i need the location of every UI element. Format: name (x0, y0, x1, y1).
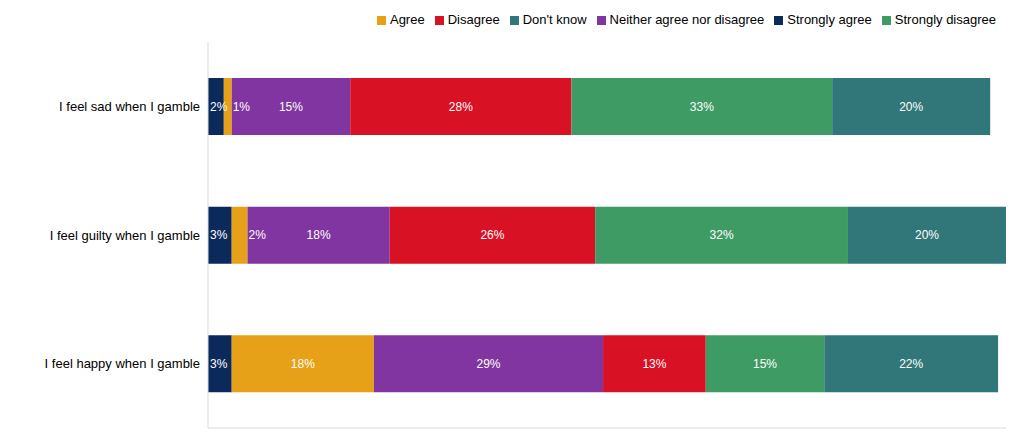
svg-text:15%: 15% (279, 100, 303, 114)
svg-text:I feel happy when I gamble: I feel happy when I gamble (45, 356, 200, 371)
svg-text:28%: 28% (449, 100, 473, 114)
html-text:Strongly agree: Strongly agree (787, 12, 872, 27)
svg-text:I feel guilty when I gamble: I feel guilty when I gamble (50, 228, 200, 243)
svg-text:20%: 20% (899, 100, 923, 114)
svg-text:15%: 15% (753, 357, 777, 371)
svg-text:2%: 2% (210, 100, 228, 114)
svg-text:29%: 29% (476, 357, 500, 371)
html-text:Disagree: Disagree (447, 12, 500, 27)
svg-text:I feel sad when I gamble: I feel sad when I gamble (59, 99, 200, 114)
svg-text:2%: 2% (249, 228, 267, 242)
html-text:Agree: Agree (390, 12, 425, 27)
html-text:Neither agree nor disagree: Neither agree nor disagree (609, 12, 765, 27)
svg-text:18%: 18% (307, 228, 331, 242)
svg-text:3%: 3% (210, 228, 228, 242)
svg-text:18%: 18% (291, 357, 315, 371)
svg-text:20%: 20% (915, 228, 939, 242)
svg-text:33%: 33% (690, 100, 714, 114)
svg-text:13%: 13% (642, 357, 666, 371)
html-text:Don't know: Don't know (522, 12, 587, 27)
html-text:Strongly disagree: Strongly disagree (894, 12, 996, 27)
svg-text:26%: 26% (480, 228, 504, 242)
svg-text:3%: 3% (210, 357, 228, 371)
svg-text:32%: 32% (710, 228, 734, 242)
svg-text:22%: 22% (899, 357, 923, 371)
svg-text:1%: 1% (233, 100, 251, 114)
